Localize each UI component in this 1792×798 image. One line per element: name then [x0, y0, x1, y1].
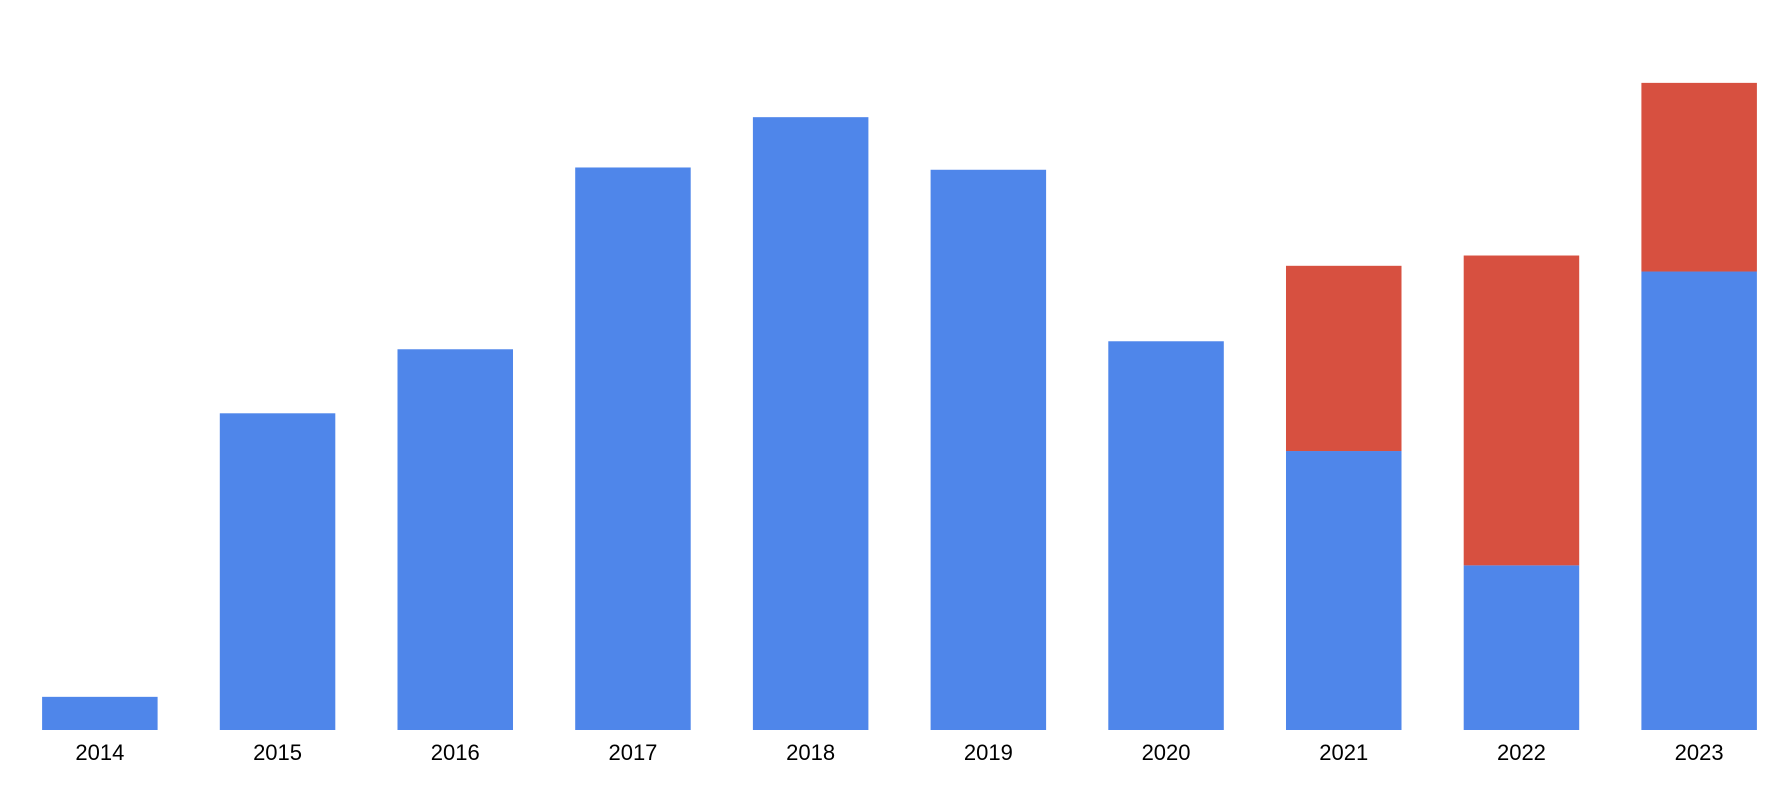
x-tick-label: 2016: [431, 740, 480, 765]
bar-segment: [1463, 565, 1580, 730]
bar-segment: [930, 169, 1047, 730]
x-tick-label: 2015: [253, 740, 302, 765]
bar-segment: [1285, 451, 1402, 730]
bar-segment: [1463, 255, 1580, 566]
x-tick-label: 2023: [1675, 740, 1724, 765]
bar-segment: [752, 117, 869, 730]
bar-segment: [1641, 82, 1757, 272]
bar-segment: [42, 696, 158, 730]
bar-segment: [1641, 271, 1757, 730]
bar-segment: [1285, 265, 1402, 452]
x-tick-label: 2018: [786, 740, 835, 765]
x-tick-label: 2020: [1142, 740, 1191, 765]
x-tick-label: 2021: [1319, 740, 1368, 765]
x-tick-label: 2019: [964, 740, 1013, 765]
x-tick-label: 2014: [75, 740, 124, 765]
bar-segment: [397, 349, 514, 730]
bar-segment: [1108, 341, 1224, 730]
bar-segment: [219, 413, 336, 730]
x-tick-label: 2017: [608, 740, 657, 765]
bar-segment: [575, 167, 691, 731]
x-tick-label: 2022: [1497, 740, 1546, 765]
